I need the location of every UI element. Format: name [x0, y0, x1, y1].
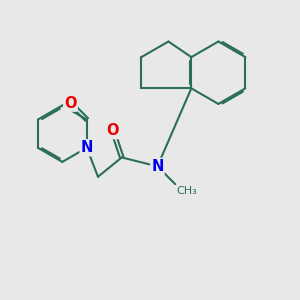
- Text: CH₃: CH₃: [177, 186, 197, 196]
- Text: N: N: [151, 159, 164, 174]
- Text: O: O: [106, 123, 119, 138]
- Text: O: O: [64, 96, 77, 111]
- Text: N: N: [81, 140, 93, 155]
